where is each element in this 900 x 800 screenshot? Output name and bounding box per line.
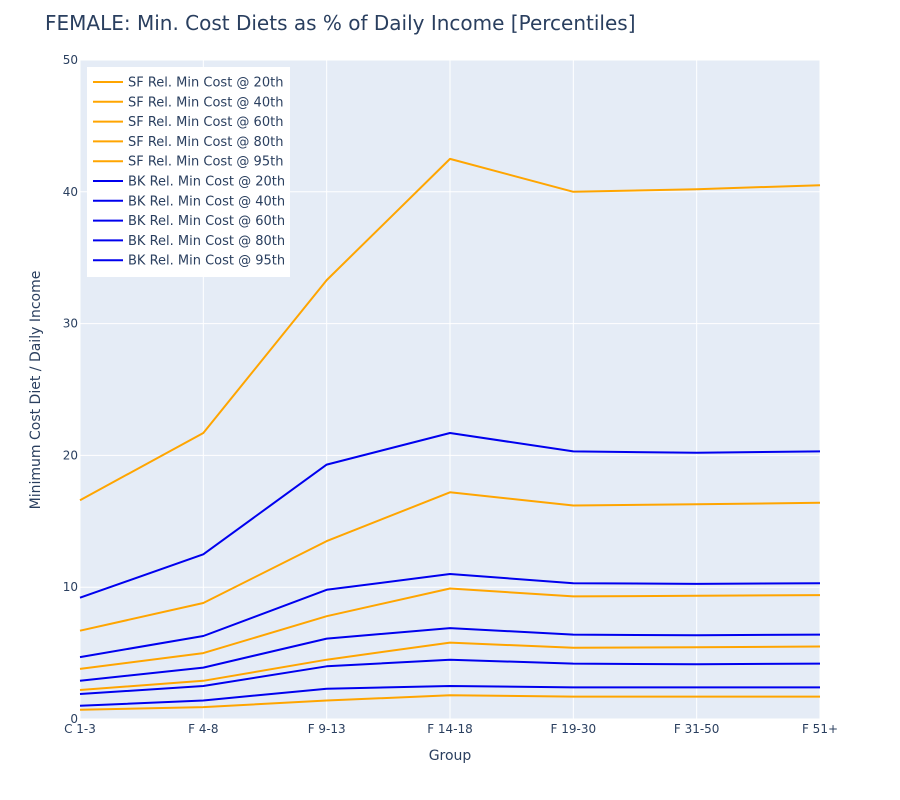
y-tick-label: 30 xyxy=(63,317,78,331)
legend-item[interactable]: SF Rel. Min Cost @ 80th xyxy=(93,135,283,150)
legend-item[interactable]: SF Rel. Min Cost @ 60th xyxy=(93,115,283,130)
legend-item[interactable]: BK Rel. Min Cost @ 40th xyxy=(93,194,285,209)
y-tick-label: 20 xyxy=(63,448,78,462)
legend-item[interactable]: BK Rel. Min Cost @ 20th xyxy=(93,175,285,190)
legend-item[interactable]: SF Rel. Min Cost @ 40th xyxy=(93,95,283,110)
legend-label: BK Rel. Min Cost @ 40th xyxy=(128,194,285,209)
y-tick-label: 40 xyxy=(63,185,78,199)
legend-item[interactable]: BK Rel. Min Cost @ 80th xyxy=(93,234,285,249)
series-line[interactable] xyxy=(79,573,821,659)
series-line[interactable] xyxy=(79,641,821,691)
legend-item[interactable]: BK Rel. Min Cost @ 95th xyxy=(93,254,285,269)
x-tick-label: F 4-8 xyxy=(188,722,218,736)
x-tick-label: F 31-50 xyxy=(674,722,720,736)
x-tick-label: F 14-18 xyxy=(427,722,473,736)
legend-item[interactable]: SF Rel. Min Cost @ 95th xyxy=(93,155,283,170)
legend-label: SF Rel. Min Cost @ 80th xyxy=(128,135,283,150)
legend-label: BK Rel. Min Cost @ 20th xyxy=(128,175,285,190)
legend-label: BK Rel. Min Cost @ 80th xyxy=(128,234,285,249)
axis-ticks: 0 10 20 30 40 50 C 1-3 F 4-8 F 9-13 F 14-18 F 19-3… xyxy=(63,53,838,736)
series-line[interactable] xyxy=(79,432,821,599)
x-tick-label: C 1-3 xyxy=(64,722,96,736)
series-line[interactable] xyxy=(79,694,820,711)
y-tick-label: 50 xyxy=(63,53,78,67)
x-tick-label: F 19-30 xyxy=(551,722,597,736)
legend-label: BK Rel. Min Cost @ 95th xyxy=(128,254,285,269)
legend-label: SF Rel. Min Cost @ 20th xyxy=(128,76,283,91)
series-line[interactable] xyxy=(79,587,821,670)
legend[interactable]: SF Rel. Min Cost @ 20th SF Rel. Min Cost … xyxy=(87,67,290,277)
legend-label: SF Rel. Min Cost @ 60th xyxy=(128,115,283,130)
x-tick-label: F 51+ xyxy=(802,722,838,736)
legend-label: SF Rel. Min Cost @ 95th xyxy=(128,155,283,170)
series-line[interactable] xyxy=(79,685,820,707)
chart-title: FEMALE: Min. Cost Diets as % of Daily In… xyxy=(45,11,636,35)
legend-label: BK Rel. Min Cost @ 60th xyxy=(128,214,285,229)
legend-label: SF Rel. Min Cost @ 40th xyxy=(128,95,283,110)
series-line[interactable] xyxy=(79,627,821,682)
x-tick-label: F 9-13 xyxy=(308,722,346,736)
y-tick-label: 0 xyxy=(70,712,78,726)
series-lines xyxy=(79,157,821,711)
series-line[interactable] xyxy=(79,491,821,632)
y-axis-title: Minimum Cost Diet / Daily Income xyxy=(28,271,44,510)
legend-item[interactable]: BK Rel. Min Cost @ 60th xyxy=(93,214,285,229)
series-line[interactable] xyxy=(79,157,821,502)
legend-item[interactable]: SF Rel. Min Cost @ 20th xyxy=(93,76,283,91)
x-axis-title: Group xyxy=(429,748,472,764)
series-line[interactable] xyxy=(79,658,821,695)
y-tick-label: 10 xyxy=(63,580,78,594)
